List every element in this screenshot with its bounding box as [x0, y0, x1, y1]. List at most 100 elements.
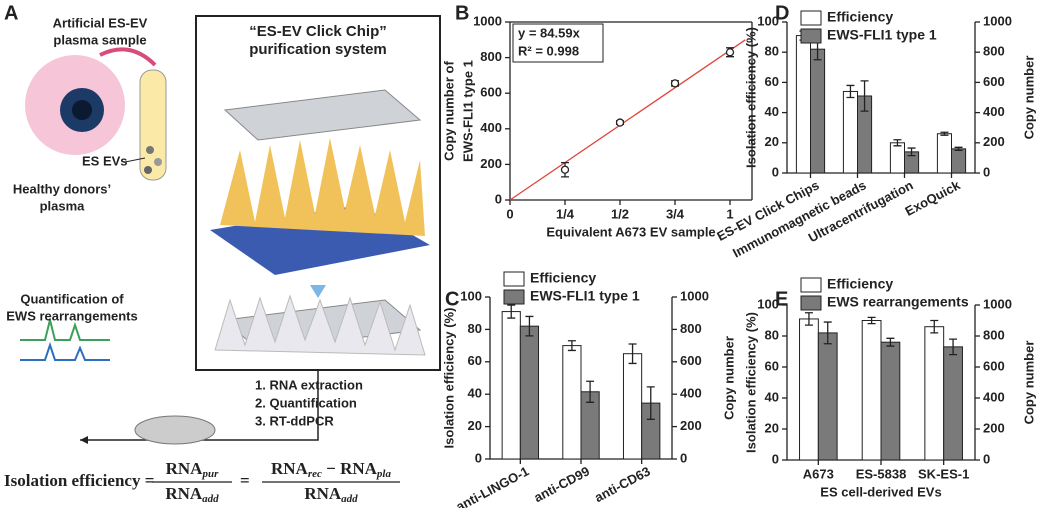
- y2-tick-label: 400: [983, 104, 1005, 119]
- y-tick-label: 100: [757, 296, 779, 311]
- subscript: rec: [308, 468, 322, 480]
- point: [560, 165, 570, 174]
- x-tick-label: anti-CD99: [531, 463, 592, 505]
- bar: [936, 133, 953, 174]
- legend-swatch: [503, 271, 525, 287]
- y2-tick-label: 1000: [983, 296, 1012, 311]
- step: 3. RT-ddPCR: [255, 413, 334, 428]
- bar: [795, 35, 812, 174]
- legend-label: EWS rearrangements: [827, 294, 969, 310]
- term: − RNA: [322, 459, 378, 478]
- legend-label: Efficiency: [827, 276, 893, 292]
- plasma-label: plasma: [40, 198, 86, 213]
- x-tick-label: 1/4: [556, 206, 575, 221]
- down-arrow: [310, 285, 326, 298]
- bar: [622, 353, 643, 460]
- arrow-head: [80, 436, 88, 444]
- y-tick-label: 60: [765, 74, 779, 89]
- error-bar: [507, 304, 516, 319]
- pour-arrow: [99, 47, 157, 67]
- panel-a-drawing: [20, 15, 441, 445]
- y-tick-label: 400: [480, 120, 502, 135]
- droplet-tube: [134, 415, 216, 445]
- ev-label: ES EVs: [82, 153, 128, 168]
- y2-axis-label: Copy number: [1021, 56, 1036, 140]
- y-tick-label: 100: [460, 288, 482, 303]
- panel-label: C: [445, 288, 459, 310]
- y-tick-label: 80: [468, 321, 482, 336]
- y-tick-label: 0: [772, 164, 779, 179]
- annotation: y = 84.59x: [518, 25, 581, 40]
- sample-title: Artificial ES-EV: [53, 15, 148, 30]
- y-tick-label: 800: [480, 49, 502, 64]
- error-bar: [907, 147, 916, 157]
- error-bar: [804, 312, 813, 326]
- x-axis-label: Equivalent A673 EV sample: [546, 224, 715, 239]
- y-axis-label: Isolation efficiency (%): [743, 27, 758, 168]
- term: RNA: [165, 484, 203, 503]
- eq-term: RNArec − RNApla: [271, 459, 391, 480]
- bar: [799, 318, 819, 461]
- bar: [951, 148, 967, 174]
- x-tick-label: ES-5838: [856, 466, 907, 481]
- bar: [842, 90, 859, 174]
- y-tick-label: 0: [475, 450, 482, 465]
- bar: [519, 325, 540, 460]
- error-bar: [860, 80, 869, 112]
- y-tick-label: 20: [468, 418, 482, 433]
- eq-term: RNAadd: [165, 484, 219, 505]
- panel-label: B: [455, 2, 469, 24]
- error-bar: [886, 337, 895, 347]
- y2-tick-label: 600: [983, 358, 1005, 373]
- tube-ev: [144, 166, 152, 174]
- y2-tick-label: 600: [680, 353, 702, 368]
- bar: [817, 332, 838, 461]
- error-bar: [867, 316, 876, 325]
- x-tick-label: A673: [803, 466, 834, 481]
- x-tick-label: anti-LINGO-1: [454, 463, 532, 508]
- y-tick-label: 20: [765, 134, 779, 149]
- y-tick-label: 20: [765, 420, 779, 435]
- legend-label: EWS-FLI1 type 1: [530, 288, 640, 304]
- quant-title: Quantification of: [20, 291, 124, 306]
- y-tick-label: 40: [765, 104, 779, 119]
- term: RNA: [166, 459, 204, 478]
- point: [615, 118, 625, 127]
- error-bar: [525, 315, 534, 337]
- x-tick-label: SK-ES-1: [918, 466, 969, 481]
- point: [670, 79, 680, 88]
- y-tick-label: 80: [765, 327, 779, 342]
- tube: [139, 69, 167, 181]
- plasma-label: Healthy donors’: [13, 181, 111, 196]
- y2-tick-label: 1000: [680, 288, 709, 303]
- error-bar: [567, 340, 576, 352]
- chip-title: purification system: [249, 41, 387, 58]
- bar: [810, 48, 826, 174]
- error-bar: [823, 321, 832, 345]
- bar: [943, 346, 963, 461]
- error-bar: [940, 131, 949, 136]
- y2-tick-label: 1000: [983, 13, 1012, 28]
- annotation-box: [512, 23, 604, 63]
- bar: [562, 345, 582, 460]
- bar: [889, 142, 906, 174]
- error-bar: [893, 139, 902, 147]
- eq-term: RNApur: [166, 459, 219, 480]
- x-axis-label: ES cell-derived EVs: [820, 484, 941, 499]
- y-tick-label: 80: [765, 44, 779, 59]
- point: [725, 48, 735, 57]
- eq-term: RNAadd: [304, 484, 358, 505]
- error-bar: [954, 146, 963, 151]
- tube-ev: [146, 146, 154, 154]
- y-axis-label: Isolation efficiency (%): [743, 312, 758, 453]
- chip-title: “ES-EV Click Chip”: [249, 23, 387, 40]
- y-axis-label: EWS-FLI1 type 1: [460, 60, 475, 162]
- x-tick-label: 3/4: [666, 206, 685, 221]
- legend-label: Efficiency: [827, 9, 893, 25]
- x-tick-label: anti-CD63: [592, 463, 653, 505]
- error-bar: [586, 380, 595, 403]
- y-tick-label: 0: [495, 191, 502, 206]
- y-tick-label: 40: [765, 389, 779, 404]
- y2-tick-label: 0: [680, 450, 687, 465]
